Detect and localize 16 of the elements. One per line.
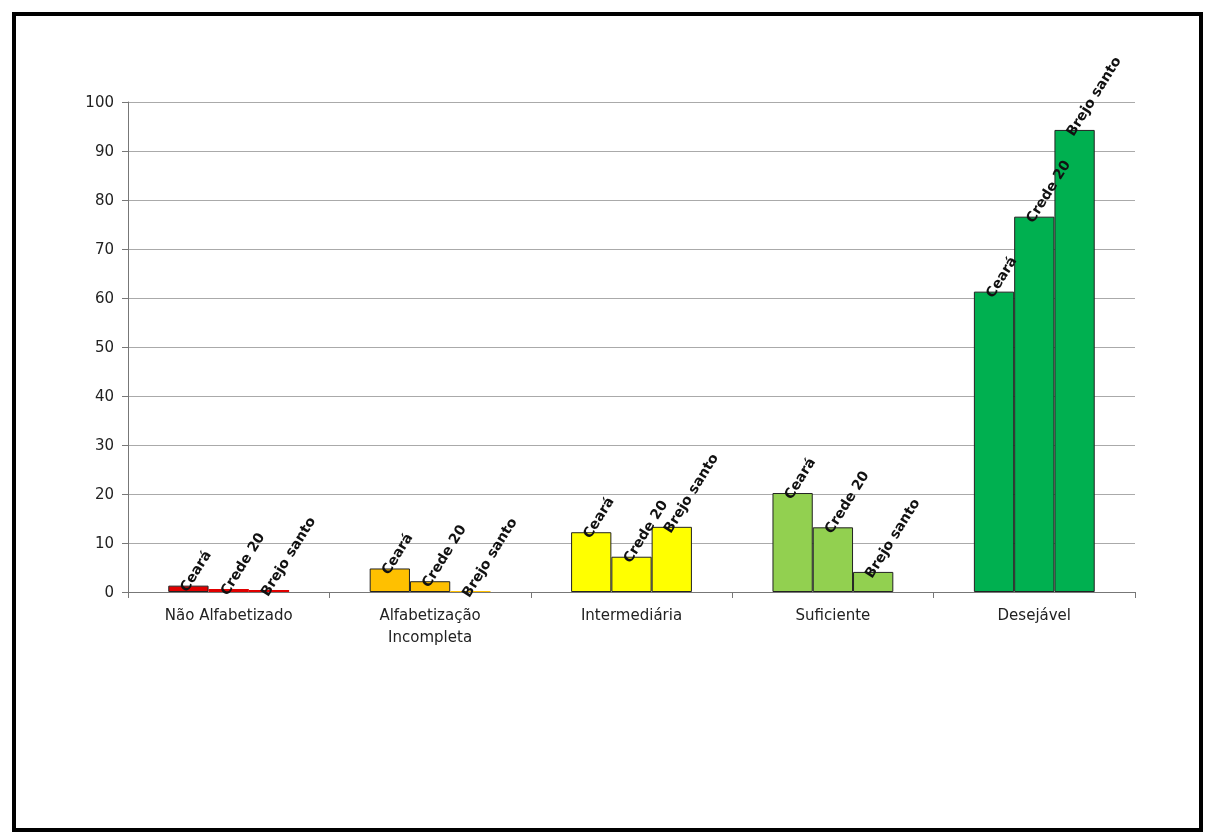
y-tick-label: 10 <box>94 534 114 552</box>
y-tick-label: 90 <box>94 142 114 160</box>
x-tick-label: Desejável <box>997 606 1072 624</box>
y-tick-label: 80 <box>94 191 114 209</box>
y-tick-label: 30 <box>94 436 114 454</box>
y-tick-label: 70 <box>94 240 114 258</box>
x-tick-label: Não Alfabetizado <box>164 606 293 624</box>
y-tick-label: 50 <box>94 338 114 356</box>
x-tick-label: Suficiente <box>795 606 871 624</box>
y-tick-label: 100 <box>85 93 114 111</box>
y-tick-label: 0 <box>104 583 114 601</box>
x-tick-label: Alfabetização Incompleta <box>379 606 481 646</box>
y-tick-label: 40 <box>94 387 114 405</box>
y-tick-label: 60 <box>94 289 114 307</box>
y-tick-label: 20 <box>94 485 114 503</box>
x-tick-label: Intermediária <box>580 606 683 624</box>
